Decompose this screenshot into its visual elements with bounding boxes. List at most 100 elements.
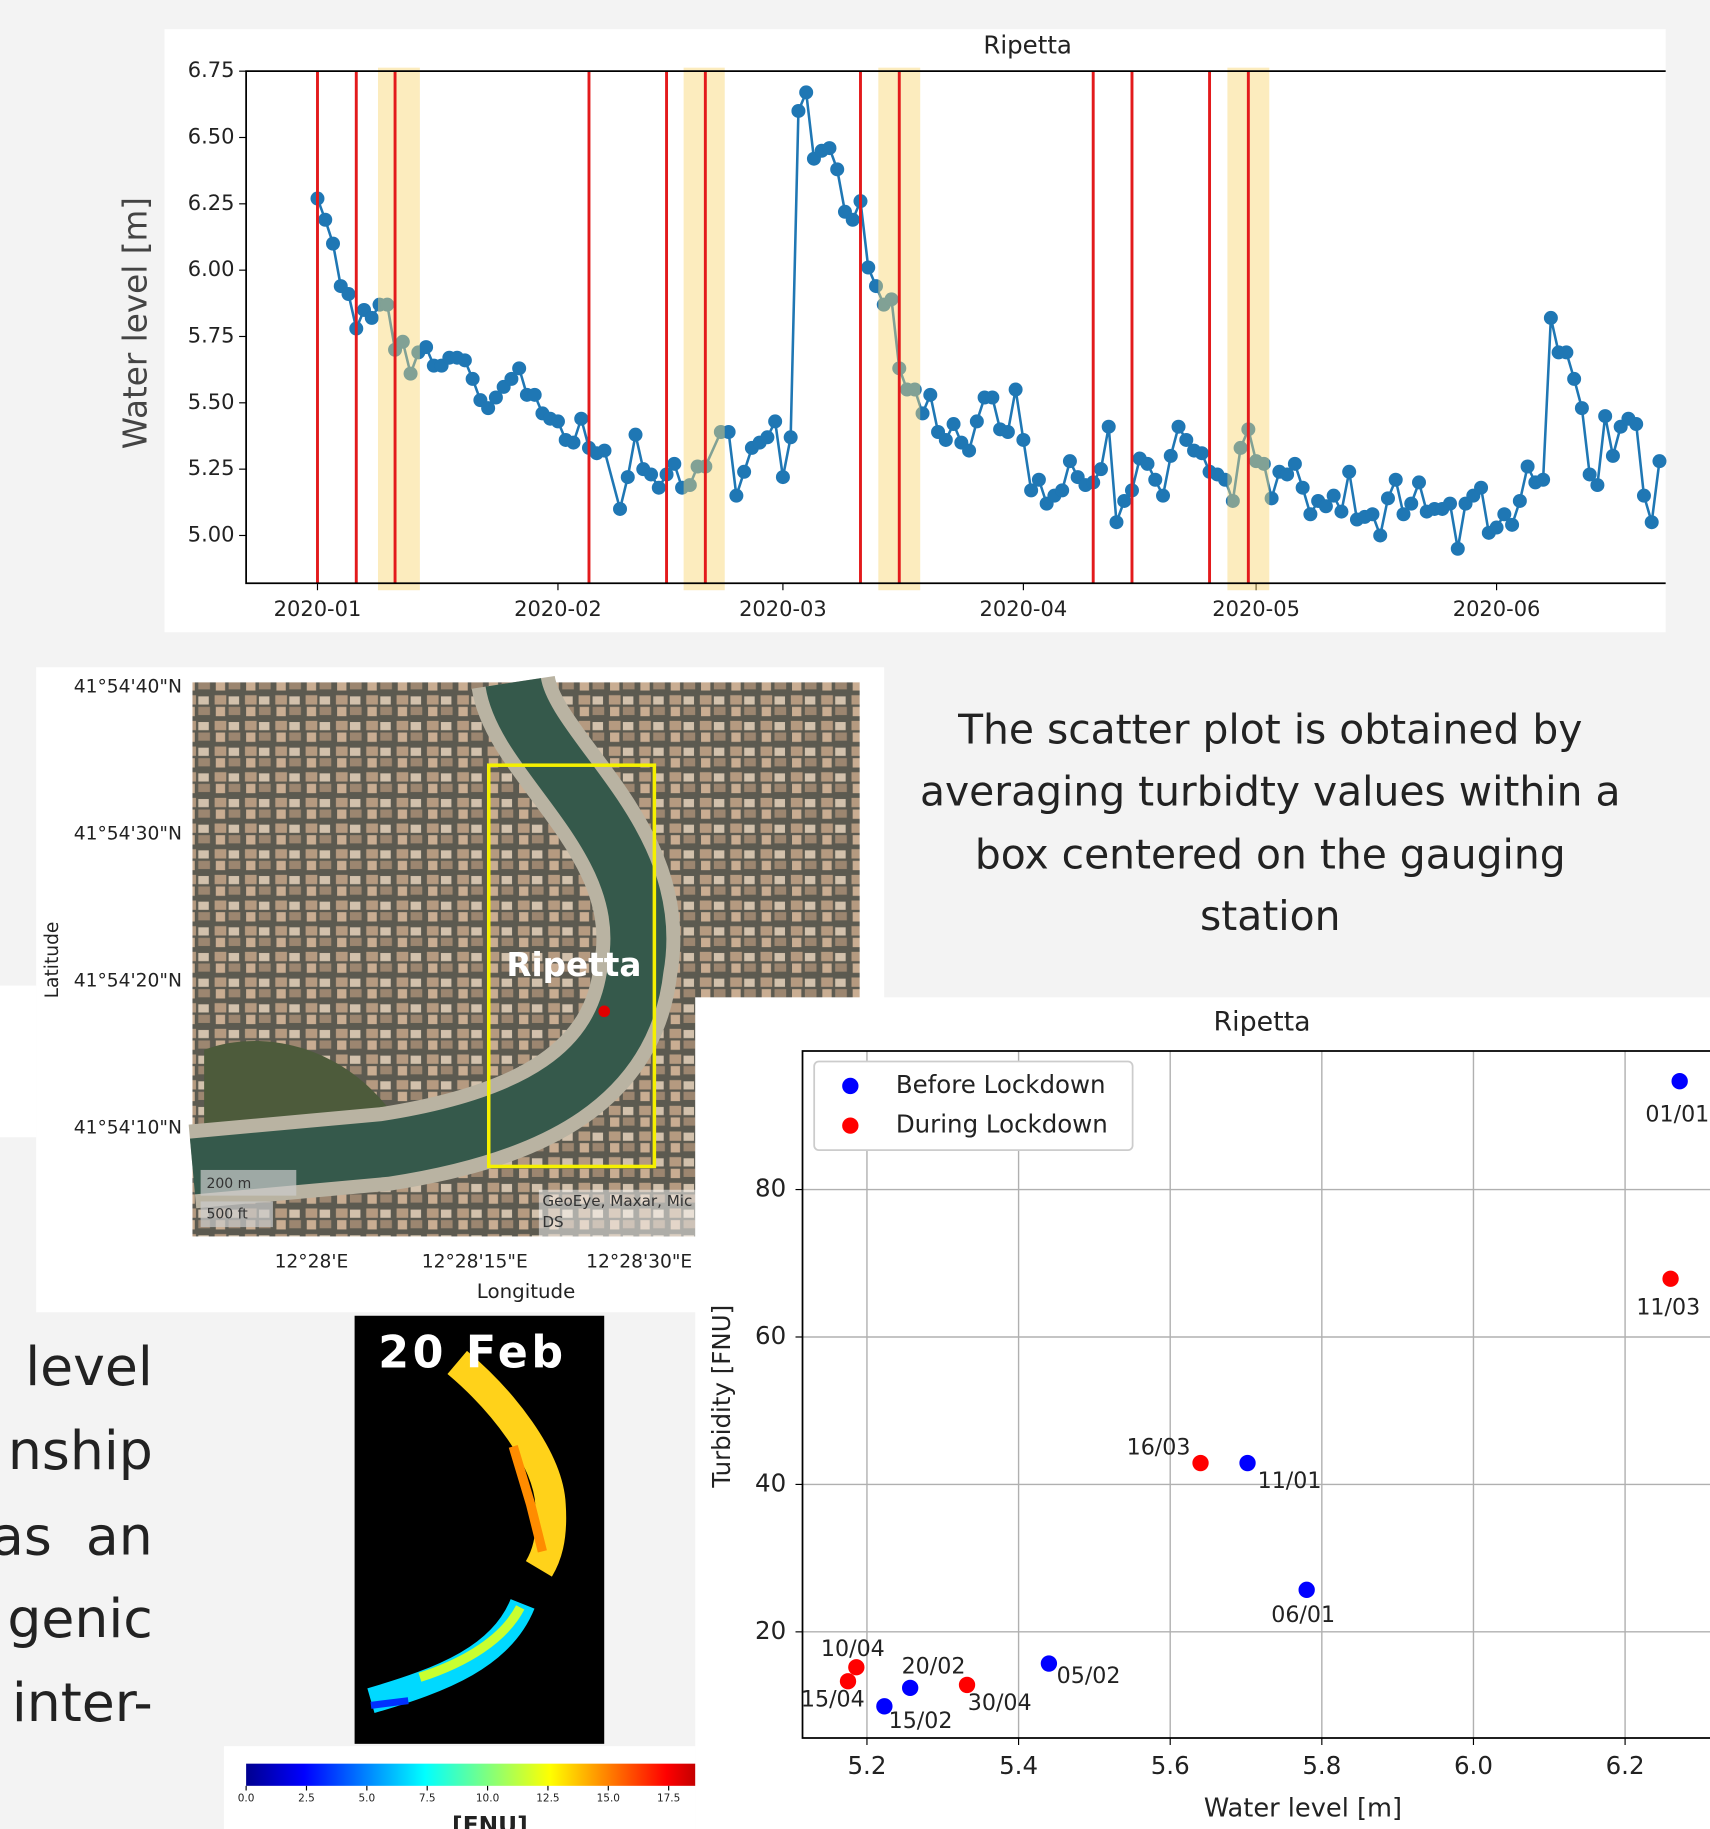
data-point — [1156, 488, 1171, 503]
data-point — [1218, 472, 1233, 487]
data-point — [651, 480, 666, 495]
chart-title: Ripetta — [1214, 1006, 1311, 1037]
side-text-line: inter- — [12, 1671, 153, 1734]
data-point — [419, 340, 434, 355]
x-tick-label: 2020-01 — [274, 597, 362, 621]
highlight-span — [377, 67, 420, 591]
data-point — [628, 427, 643, 442]
attribution: GeoEye, Maxar, Mic — [542, 1192, 692, 1210]
data-point — [923, 387, 938, 402]
y-axis-label: Turbidity [FNU] — [707, 1305, 736, 1489]
side-text-line: nship — [8, 1419, 153, 1482]
data-point — [380, 297, 395, 312]
data-point — [1000, 425, 1015, 439]
side-text-line: genic — [7, 1587, 152, 1650]
data-point — [1365, 507, 1380, 522]
scale-label: 500 ft — [206, 1206, 248, 1222]
colorbar-tick-label: 5.0 — [359, 1793, 376, 1805]
y-tick-label: 80 — [755, 1174, 786, 1203]
colorbar-tick-label: 10.0 — [476, 1793, 499, 1805]
x-tick-label: 2020-02 — [514, 597, 602, 621]
x-tick-label: 5.6 — [1151, 1751, 1190, 1780]
data-point — [1024, 483, 1039, 498]
data-point — [1582, 467, 1597, 482]
data-point — [962, 443, 977, 458]
axes-frame — [801, 1050, 1710, 1739]
side-text-line: as an — [0, 1504, 153, 1567]
data-point — [1101, 419, 1116, 434]
data-point — [1380, 491, 1395, 506]
y-tick-label: 5.25 — [188, 456, 235, 480]
point-label: 15/02 — [889, 1708, 953, 1734]
x-tick-label: 5.4 — [999, 1751, 1038, 1780]
colorbar: [FNU] 0.02.55.07.510.012.515.017.520.0 — [223, 1746, 741, 1829]
data-point — [1256, 456, 1271, 471]
turbidity-pixels — [508, 1445, 547, 1553]
data-point — [1264, 491, 1279, 506]
colorbar-tick-label: 17.5 — [657, 1793, 680, 1805]
data-point — [1512, 493, 1527, 508]
point-label: 16/03 — [1127, 1434, 1191, 1460]
data-point — [1093, 462, 1108, 477]
y-tick-label: 60 — [755, 1321, 786, 1350]
data-point — [946, 417, 961, 432]
description-line: averaging turbidty values within a — [920, 767, 1620, 815]
x-tick-label: 6.0 — [1454, 1751, 1493, 1780]
y-axis-label: Water level [m] — [117, 197, 155, 449]
data-point — [848, 1659, 865, 1676]
data-point — [1474, 480, 1489, 495]
chart-title: Ripetta — [983, 31, 1072, 60]
data-point — [1109, 515, 1124, 530]
data-point — [1497, 507, 1512, 522]
data-point — [938, 432, 953, 447]
data-point — [1140, 456, 1155, 471]
point-label: 30/04 — [968, 1690, 1032, 1716]
data-point — [791, 103, 806, 118]
data-point — [868, 279, 883, 294]
data-point — [884, 292, 899, 307]
data-point — [1016, 432, 1031, 447]
colorbar-tick-label: 12.5 — [536, 1793, 559, 1805]
data-point — [1171, 419, 1186, 434]
lon-tick-label: 12°28'15"E — [422, 1252, 528, 1273]
data-point — [1192, 1454, 1209, 1472]
scale-bar — [200, 1169, 297, 1196]
data-point — [1031, 472, 1046, 487]
data-point — [1605, 448, 1620, 463]
data-point — [1303, 507, 1318, 522]
colorbar-tick-label: 7.5 — [419, 1793, 436, 1805]
data-point — [1489, 520, 1504, 535]
point-label: 15/04 — [801, 1686, 865, 1712]
data-point — [512, 361, 527, 376]
data-point — [799, 85, 814, 100]
data-point — [1450, 541, 1465, 556]
averaging-box — [486, 763, 657, 1169]
data-point — [318, 212, 333, 227]
side-text-line: level — [25, 1335, 153, 1398]
y-tick-label: 6.25 — [188, 191, 235, 215]
data-point — [620, 470, 635, 485]
data-point — [1334, 504, 1349, 519]
scale-label: 200 m — [206, 1176, 251, 1192]
data-point — [1280, 467, 1295, 482]
panel-background — [164, 29, 1666, 633]
data-point — [1225, 493, 1240, 508]
scale-bar — [200, 1201, 273, 1228]
x-tick-label: 5.8 — [1302, 1751, 1341, 1780]
data-point — [1443, 496, 1458, 511]
lat-tick-label: 41°54'20"N — [74, 970, 182, 991]
lat-tick-label: 41°54'40"N — [74, 677, 182, 698]
data-point — [465, 371, 480, 386]
point-label: 20/02 — [902, 1653, 966, 1679]
data-point — [1163, 448, 1178, 463]
data-point — [1396, 507, 1411, 522]
data-point — [1536, 472, 1551, 487]
data-point — [839, 1673, 857, 1690]
point-label: 10/04 — [821, 1636, 885, 1662]
legend-box — [813, 1060, 1134, 1151]
x-tick-label: 2020-06 — [1453, 597, 1541, 621]
river — [189, 676, 667, 1195]
data-point — [830, 162, 845, 177]
data-point — [481, 401, 496, 416]
y-tick-label: 40 — [755, 1468, 786, 1497]
